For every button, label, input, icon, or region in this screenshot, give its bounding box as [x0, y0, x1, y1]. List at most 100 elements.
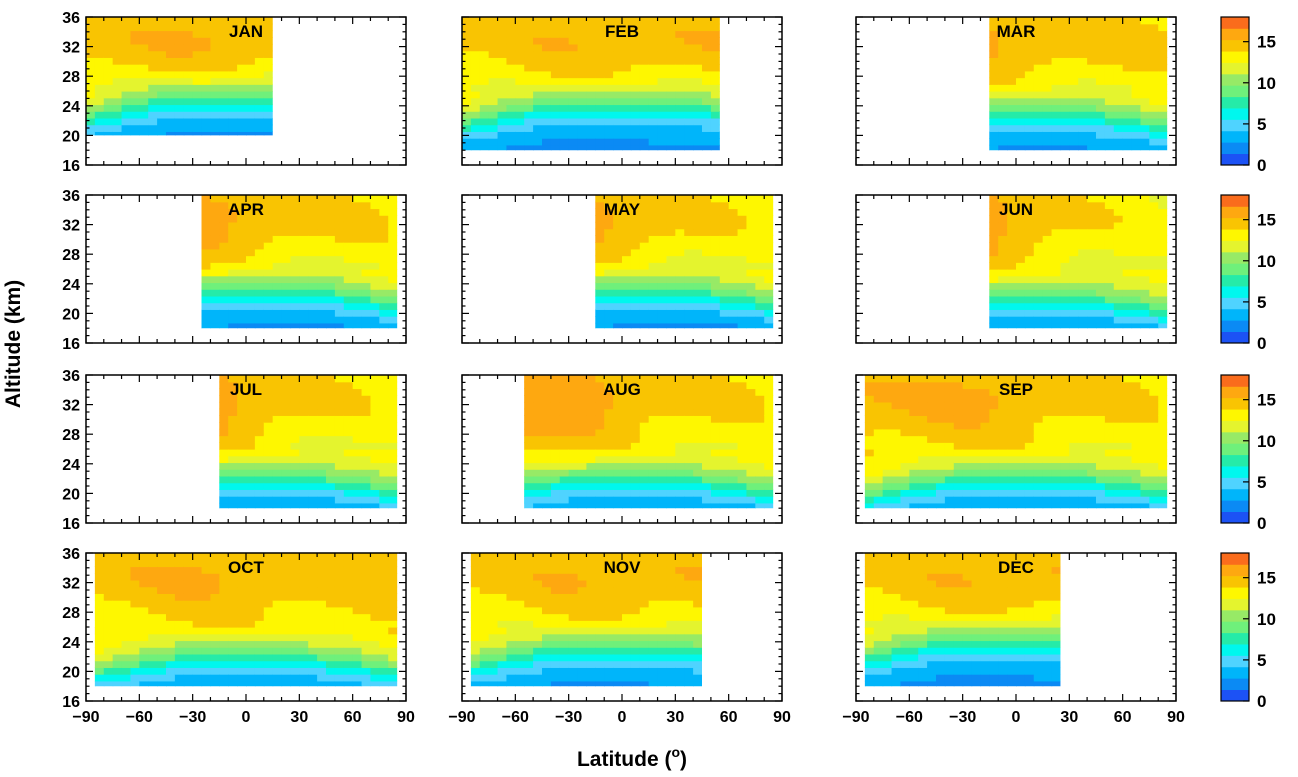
contour-cell — [1033, 57, 1044, 65]
contour-cell — [728, 235, 739, 243]
contour-cell — [470, 117, 481, 126]
contour-cell — [1113, 64, 1124, 72]
contour-cell — [1158, 117, 1168, 126]
contour-cell — [488, 104, 499, 112]
contour-cell — [559, 124, 570, 132]
contour-cell — [334, 282, 345, 290]
contour-cell — [192, 91, 203, 99]
contour-cell — [370, 242, 380, 250]
contour-cell — [326, 228, 336, 236]
contour-cell — [308, 255, 318, 263]
contour-cell — [568, 50, 579, 58]
contour-cell — [1033, 262, 1044, 270]
contour-cell — [684, 104, 694, 112]
contour-cell — [94, 23, 105, 32]
contour-cell — [746, 322, 756, 329]
contour-cell — [130, 64, 140, 72]
contour-cell — [613, 144, 623, 151]
contour-cell — [263, 235, 274, 243]
contour-cell — [1007, 104, 1017, 112]
contour-cell — [1113, 117, 1124, 126]
contour-cell — [1167, 111, 1168, 119]
contour-cell — [1087, 124, 1097, 132]
contour-cell — [719, 242, 730, 250]
contour-cell — [263, 50, 273, 58]
contour-cell — [1131, 17, 1142, 25]
contour-cell — [219, 17, 229, 25]
contour-cell — [308, 195, 318, 203]
contour-cell — [174, 43, 185, 52]
contour-cell — [989, 124, 999, 132]
contour-cell — [272, 248, 283, 257]
contour-cell — [1033, 295, 1044, 304]
contour-cell — [343, 248, 354, 257]
contour-cell — [657, 50, 668, 58]
contour-cell — [550, 50, 561, 58]
contour-cell — [515, 144, 525, 151]
contour-cell — [263, 322, 274, 329]
contour-cell — [352, 228, 363, 236]
contour-cell — [210, 208, 220, 216]
contour-cell — [1122, 30, 1133, 38]
contour-cell — [361, 221, 372, 230]
contour-cell — [746, 228, 756, 236]
contour-cell — [228, 23, 238, 32]
contour-cell — [639, 282, 650, 290]
contour-cell — [533, 64, 543, 72]
contour-cell — [1051, 117, 1062, 126]
contour-cell — [657, 242, 668, 250]
contour-cell — [263, 30, 273, 38]
contour-cell — [586, 37, 596, 45]
contour-cell — [497, 43, 508, 52]
contour-cell — [343, 228, 354, 236]
contour-cell — [343, 282, 354, 290]
contour-cell — [237, 97, 247, 106]
contour-cell — [1078, 50, 1088, 58]
contour-cell — [228, 17, 238, 25]
contour-cell — [1033, 221, 1044, 230]
contour-cell — [219, 50, 229, 58]
contour-cell — [1051, 289, 1062, 297]
contour-cell — [604, 242, 614, 250]
contour-cell — [497, 23, 508, 32]
contour-cell — [139, 117, 149, 126]
contour-cell — [254, 77, 265, 85]
contour-cell — [666, 201, 676, 210]
contour-cell — [139, 64, 149, 72]
contour-cell — [121, 97, 132, 106]
contour-cell — [533, 144, 543, 151]
contour-cell — [1069, 208, 1079, 216]
contour-cell — [630, 255, 641, 263]
contour-cell — [666, 322, 676, 329]
contour-cell — [308, 235, 318, 243]
contour-cell — [397, 248, 398, 257]
contour-cell — [710, 269, 721, 277]
contour-cell — [577, 43, 588, 52]
contour-cell — [648, 302, 659, 310]
contour-cell — [666, 208, 676, 216]
contour-cell — [648, 50, 659, 58]
contour-cell — [702, 208, 712, 216]
contour-cell — [1087, 235, 1097, 243]
contour-cell — [577, 117, 588, 126]
contour-cell — [684, 255, 694, 263]
contour-cell — [684, 43, 694, 52]
contour-cell — [462, 37, 472, 45]
contour-cell — [192, 117, 203, 126]
contour-cell — [334, 248, 345, 257]
contour-cell — [397, 262, 398, 270]
contour-cell — [595, 195, 605, 203]
contour-cell — [219, 91, 229, 99]
contour-cell — [675, 117, 685, 126]
contour-cell — [630, 17, 641, 25]
contour-cell — [1051, 255, 1062, 263]
contour-cell — [326, 309, 336, 317]
contour-cell — [1131, 104, 1142, 112]
contour-cell — [254, 131, 265, 136]
contour-cell — [773, 221, 774, 230]
contour-cell — [622, 208, 632, 216]
contour-cell — [1096, 70, 1106, 79]
contour-cell — [1024, 295, 1035, 304]
contour-cell — [1051, 77, 1062, 85]
contour-cell — [86, 84, 96, 92]
